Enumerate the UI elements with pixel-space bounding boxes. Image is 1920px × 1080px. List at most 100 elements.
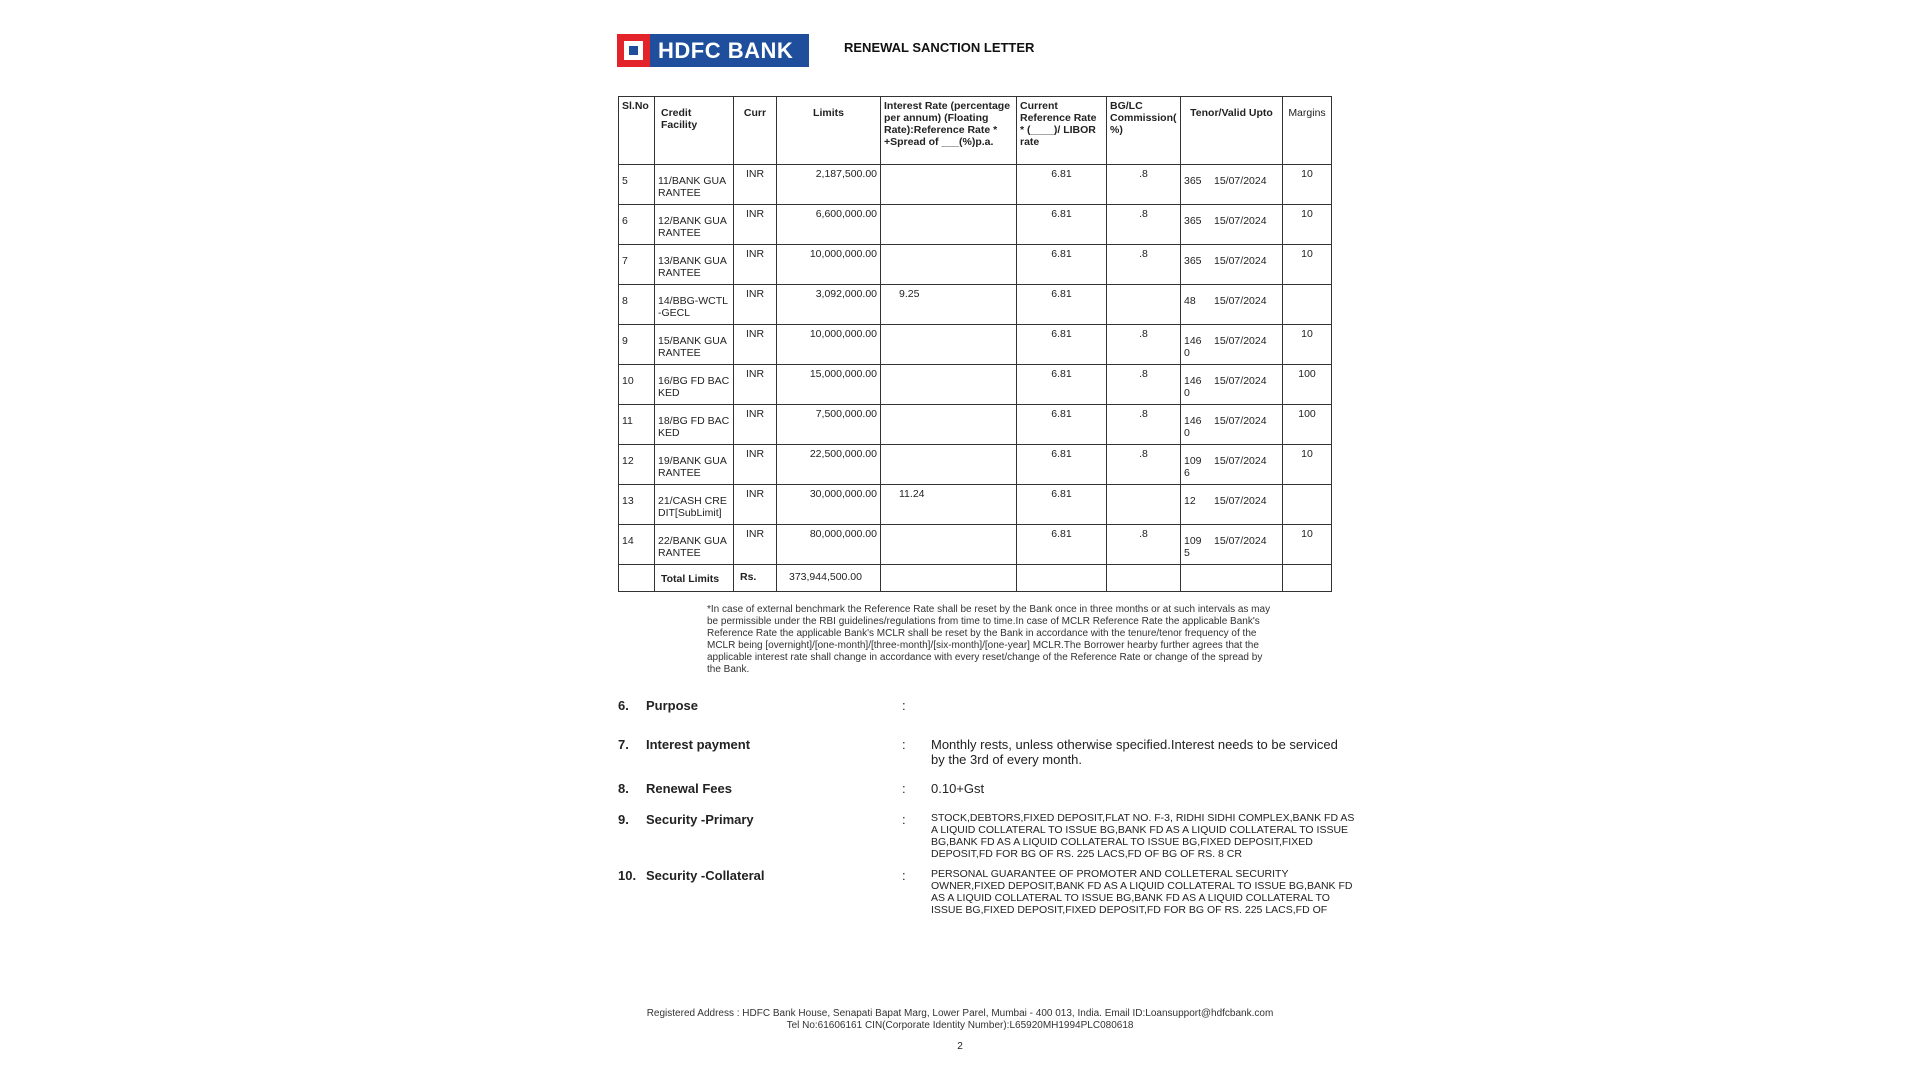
section-label: Security -Primary bbox=[646, 812, 754, 827]
limit: 15,000,000.00 bbox=[776, 364, 881, 405]
credit-facility: 13/BANK GUARANTEE bbox=[654, 244, 734, 285]
logo-text: HDFC BANK bbox=[658, 37, 794, 63]
margin bbox=[1282, 284, 1332, 325]
currency: INR bbox=[733, 324, 777, 365]
column-header: BG/LC Commission( %) bbox=[1106, 96, 1181, 165]
currency: INR bbox=[733, 484, 777, 525]
sl-no: 7 bbox=[618, 244, 655, 285]
commission: .8 bbox=[1106, 404, 1181, 445]
section-6: 6. Purpose: bbox=[618, 698, 1358, 713]
credit-facility: 18/BG FD BACKED bbox=[654, 404, 734, 445]
reference-rate: 6.81 bbox=[1016, 284, 1107, 325]
empty-cell bbox=[1282, 564, 1332, 592]
limit: 30,000,000.00 bbox=[776, 484, 881, 525]
credit-facility: 11/BANK GUARANTEE bbox=[654, 164, 734, 205]
credit-facility: 21/CASH CREDIT[SubLimit] bbox=[654, 484, 734, 525]
section-label: Renewal Fees bbox=[646, 781, 732, 796]
table-row: 13 21/CASH CREDIT[SubLimit] INR 30,000,000.… bbox=[618, 484, 1332, 525]
margin: 10 bbox=[1282, 324, 1332, 365]
section-label: Interest payment bbox=[646, 737, 751, 752]
valid-upto: 15/07/2024 bbox=[1214, 455, 1267, 467]
reference-rate: 6.81 bbox=[1016, 324, 1107, 365]
credit-facilities-table: Sl.No Credit Facility Curr Limits Interest R… bbox=[618, 96, 1332, 592]
currency: INR bbox=[733, 164, 777, 205]
limit: 22,500,000.00 bbox=[776, 444, 881, 485]
section-10: 10. Security -Collateral: PERSONAL GUARANT… bbox=[618, 868, 1358, 916]
hdfc-bank-logo: HDFC BANK bbox=[617, 34, 809, 67]
tenor-valid-upto: 1460 15/07/2024 bbox=[1180, 404, 1283, 445]
section-number: 6. bbox=[618, 698, 629, 713]
total-currency: Rs. bbox=[733, 564, 777, 592]
commission bbox=[1106, 284, 1181, 325]
table-row: 6 12/BANK GUARANTEE INR 6,600,000.00 6.81.8 3… bbox=[618, 204, 1332, 245]
currency: INR bbox=[733, 284, 777, 325]
commission: .8 bbox=[1106, 164, 1181, 205]
section-number: 7. bbox=[618, 737, 629, 752]
hdfc-logo-mark-icon bbox=[617, 34, 650, 67]
currency: INR bbox=[733, 204, 777, 245]
column-header: Current Reference Rate * (____)/ LIBOR r… bbox=[1016, 96, 1107, 165]
reference-rate: 6.81 bbox=[1016, 404, 1107, 445]
sl-no: 9 bbox=[618, 324, 655, 365]
valid-upto: 15/07/2024 bbox=[1214, 495, 1267, 507]
table-row: 5 11/BANK GUARANTEE INR 2,187,500.00 6.81.8 3… bbox=[618, 164, 1332, 205]
margin: 100 bbox=[1282, 404, 1332, 445]
section-value: PERSONAL GUARANTEE OF PROMOTER AND COLLE… bbox=[931, 868, 1353, 916]
tenor-valid-upto: 48 15/07/2024 bbox=[1180, 284, 1283, 325]
valid-upto: 15/07/2024 bbox=[1214, 215, 1267, 227]
tenor: 1460 bbox=[1184, 335, 1202, 359]
sl-no: 5 bbox=[618, 164, 655, 205]
section-value: STOCK,DEBTORS,FIXED DEPOSIT,FLAT NO. F-3… bbox=[931, 812, 1355, 860]
interest-rate bbox=[880, 524, 1017, 565]
currency: INR bbox=[733, 524, 777, 565]
commission: .8 bbox=[1106, 524, 1181, 565]
tenor: 365 bbox=[1184, 215, 1202, 227]
empty-cell bbox=[618, 564, 655, 592]
section-9: 9. Security -Primary: STOCK,DEBTORS,FIXED … bbox=[618, 812, 1358, 860]
commission: .8 bbox=[1106, 204, 1181, 245]
column-header: Margins bbox=[1282, 96, 1332, 165]
empty-cell bbox=[1016, 564, 1107, 592]
sl-no: 11 bbox=[618, 404, 655, 445]
valid-upto: 15/07/2024 bbox=[1214, 175, 1267, 187]
table-row: 11 18/BG FD BACKED INR 7,500,000.00 6.81.8 14… bbox=[618, 404, 1332, 445]
reference-rate: 6.81 bbox=[1016, 244, 1107, 285]
commission: .8 bbox=[1106, 244, 1181, 285]
sl-no: 6 bbox=[618, 204, 655, 245]
section-colon: : bbox=[902, 868, 906, 883]
margin: 10 bbox=[1282, 204, 1332, 245]
table-row: 12 19/BANK GUARANTEE INR 22,500,000.00 6.81.… bbox=[618, 444, 1332, 485]
interest-rate bbox=[880, 204, 1017, 245]
document-title: RENEWAL SANCTION LETTER bbox=[844, 40, 1035, 55]
currency: INR bbox=[733, 404, 777, 445]
sl-no: 13 bbox=[618, 484, 655, 525]
interest-rate bbox=[880, 324, 1017, 365]
limit: 80,000,000.00 bbox=[776, 524, 881, 565]
tenor: 1460 bbox=[1184, 375, 1202, 399]
credit-facility: 16/BG FD BACKED bbox=[654, 364, 734, 405]
section-8: 8. Renewal Fees: 0.10+Gst bbox=[618, 781, 1358, 796]
table-header-row: Sl.No Credit Facility Curr Limits Interest R… bbox=[618, 96, 1332, 165]
margin: 10 bbox=[1282, 244, 1332, 285]
limit: 6,600,000.00 bbox=[776, 204, 881, 245]
section-value: Monthly rests, unless otherwise specifie… bbox=[931, 737, 1338, 767]
section-number: 8. bbox=[618, 781, 629, 796]
credit-facility: 19/BANK GUARANTEE bbox=[654, 444, 734, 485]
section-colon: : bbox=[902, 737, 906, 752]
tenor-valid-upto: 365 15/07/2024 bbox=[1180, 164, 1283, 205]
margin: 10 bbox=[1282, 524, 1332, 565]
tenor-valid-upto: 1460 15/07/2024 bbox=[1180, 324, 1283, 365]
interest-rate bbox=[880, 404, 1017, 445]
reference-rate: 6.81 bbox=[1016, 444, 1107, 485]
sections: 6. Purpose: 7. Interest payment: Monthly res… bbox=[618, 698, 1358, 916]
credit-facility: 22/BANK GUARANTEE bbox=[654, 524, 734, 565]
table-row: 9 15/BANK GUARANTEE INR 10,000,000.00 6.81.8… bbox=[618, 324, 1332, 365]
section-number: 9. bbox=[618, 812, 629, 827]
interest-rate: 9.25 bbox=[880, 284, 1017, 325]
section-value bbox=[931, 698, 1341, 713]
valid-upto: 15/07/2024 bbox=[1214, 335, 1267, 347]
margin bbox=[1282, 484, 1332, 525]
limit: 3,092,000.00 bbox=[776, 284, 881, 325]
column-header: Sl.No bbox=[618, 96, 655, 165]
total-value: 373,944,500.00 bbox=[776, 564, 881, 592]
